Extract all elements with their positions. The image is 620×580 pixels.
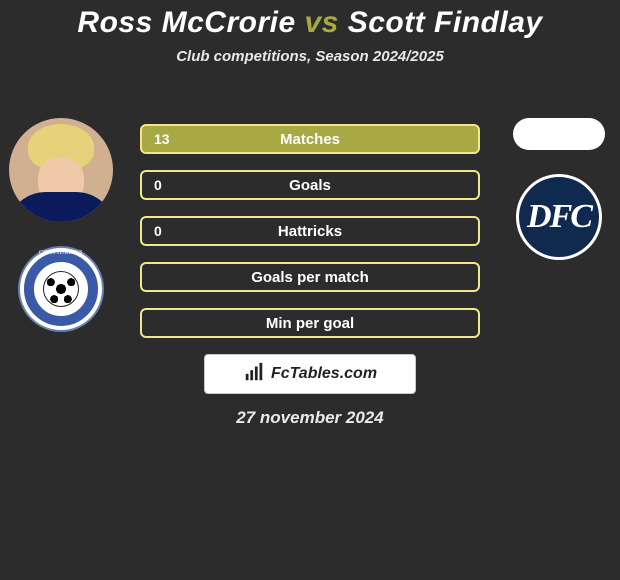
player1-avatar bbox=[9, 118, 113, 222]
stat-label: Matches bbox=[280, 131, 340, 148]
stat-label: Min per goal bbox=[266, 315, 354, 332]
bar-chart-icon bbox=[243, 361, 265, 388]
stat-bar: Min per goal bbox=[140, 308, 480, 338]
stat-bar: 13 Matches bbox=[140, 124, 480, 154]
watermark-text: FcTables.com bbox=[271, 365, 377, 383]
title-vs: vs bbox=[305, 6, 339, 39]
stat-bar: 0 Goals bbox=[140, 170, 480, 200]
watermark-badge: FcTables.com bbox=[204, 354, 416, 394]
stat-label: Hattricks bbox=[278, 223, 342, 240]
player1-club-badge: CONFIDEMUS bbox=[18, 246, 104, 332]
player2-avatar-placeholder bbox=[513, 118, 605, 150]
comparison-subtitle: Club competitions, Season 2024/2025 bbox=[0, 48, 620, 65]
snapshot-date: 27 november 2024 bbox=[0, 408, 620, 428]
stat-bar: 0 Hattricks bbox=[140, 216, 480, 246]
badge-monogram: DFC bbox=[527, 198, 591, 236]
stat-label: Goals bbox=[289, 177, 331, 194]
left-column: CONFIDEMUS bbox=[6, 118, 116, 332]
player2-club-badge: DFC bbox=[516, 174, 602, 260]
stat-value-left: 0 bbox=[154, 223, 162, 239]
stat-value-left: 13 bbox=[154, 131, 170, 147]
stat-value-left: 0 bbox=[154, 177, 162, 193]
stat-bars: 13 Matches 0 Goals 0 Hattricks Goals per match… bbox=[140, 124, 480, 338]
title-player2: Scott Findlay bbox=[348, 6, 543, 39]
title-player1: Ross McCrorie bbox=[77, 6, 295, 39]
avatar-shirt bbox=[9, 192, 113, 222]
badge-ring-text: CONFIDEMUS bbox=[20, 250, 102, 256]
stat-label: Goals per match bbox=[251, 269, 369, 286]
stat-bar: Goals per match bbox=[140, 262, 480, 292]
soccer-ball-icon bbox=[43, 271, 79, 307]
comparison-title: Ross McCrorie vs Scott Findlay bbox=[0, 0, 620, 40]
right-column: DFC bbox=[504, 118, 614, 260]
